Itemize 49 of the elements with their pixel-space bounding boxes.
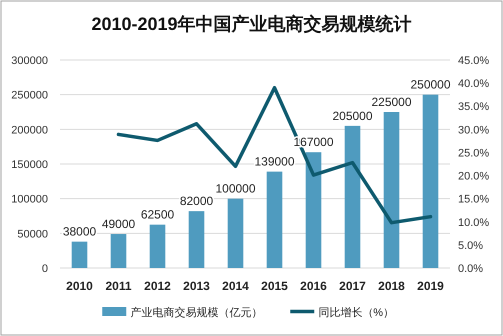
y2-tick-label: 30.0% [458,124,490,136]
x-tick-label: 2016 [300,279,328,293]
bar [228,198,244,268]
y-tick-label: 50000 [17,228,48,240]
data-label: 139000 [254,154,295,169]
bar [306,152,322,268]
y2-tick-label: 0.0% [458,263,484,275]
chart-title: 2010-2019年中国产业电商交易规模统计 [91,14,412,34]
bar [110,234,126,268]
y-tick-label: 300000 [11,55,48,67]
legend-label: 产业电商交易规模（亿元） [130,306,262,319]
y-tick-label: 250000 [11,90,48,102]
data-label: 82000 [180,194,214,208]
y-tick-label: 150000 [11,159,48,171]
bar [72,242,88,268]
x-tick-label: 2013 [183,279,210,293]
data-label: 205000 [332,108,373,123]
bar [344,126,360,268]
y2-tick-label: 15.0% [458,194,490,206]
bar [188,211,204,268]
data-label: 100000 [215,182,256,196]
y2-tick-label: 5.0% [458,240,484,252]
x-tick-label: 2019 [417,279,444,293]
data-label: 225000 [371,95,412,109]
x-tick-label: 2011 [105,279,132,293]
x-tick-label: 2014 [222,279,250,293]
bar [422,94,438,268]
y2-tick-label: 45.0% [458,55,490,67]
x-tick-label: 2012 [144,279,172,293]
data-label: 49000 [102,217,136,232]
y-tick-label: 0 [42,263,48,275]
y2-tick-label: 20.0% [458,170,490,183]
x-tick-label: 2017 [339,279,366,293]
data-label: 38000 [62,224,97,239]
y2-tick-label: 40.0% [458,78,490,90]
x-tick-label: 2015 [261,279,288,293]
y-tick-label: 100000 [11,194,48,206]
x-tick-label: 2018 [378,279,406,293]
legend-label: 同比增长（%） [318,306,394,319]
data-label: 62500 [140,208,175,222]
y-tick-label: 200000 [11,124,48,136]
data-label: 250000 [410,78,451,92]
bar [384,112,400,268]
bar [266,172,282,268]
y2-tick-label: 35.0% [458,101,490,114]
y2-tick-label: 10.0% [458,216,490,229]
bar [150,224,166,268]
y2-tick-label: 25.0% [458,147,490,160]
x-tick-label: 2010 [66,279,94,293]
